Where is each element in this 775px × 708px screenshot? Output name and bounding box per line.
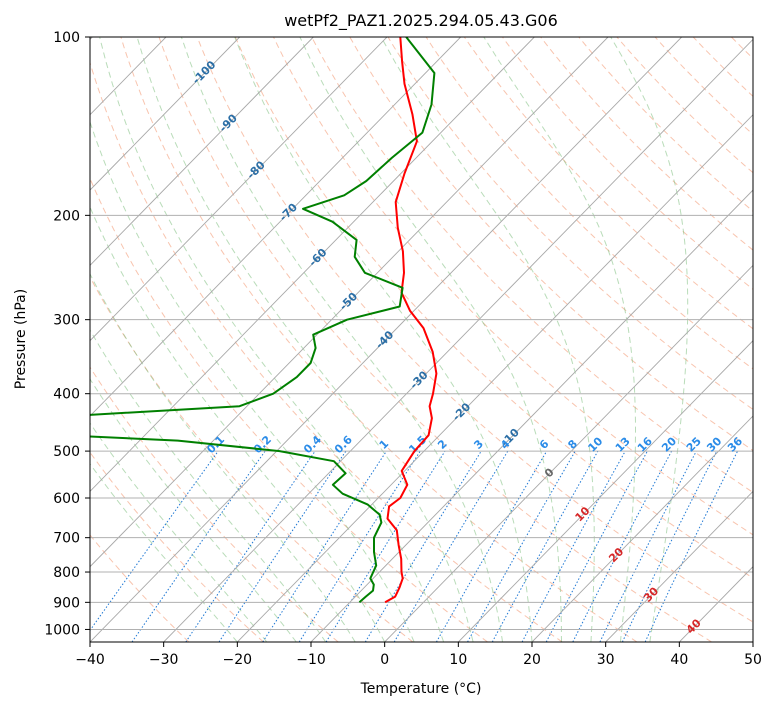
plot-frame [89, 36, 754, 643]
moist-adiabat [90, 120, 415, 642]
isotherm-line [605, 490, 753, 642]
x-tick-label: −30 [149, 652, 179, 668]
mixing-ratio-lines [90, 450, 739, 642]
isotherm-line [90, 37, 462, 417]
isotherm-line [458, 340, 753, 642]
plot-area [90, 37, 753, 642]
temperature-profile [384, 37, 438, 604]
x-tick-label: 50 [744, 652, 762, 668]
isotherm-line [310, 189, 753, 642]
y-tick-label: 700 [53, 531, 80, 547]
mixing-line [298, 450, 421, 642]
x-tick-label: −40 [75, 652, 105, 668]
dry-adiabat [120, 37, 638, 642]
mixing-line [185, 450, 316, 642]
moist-adiabat [380, 37, 595, 642]
mixing-line [467, 450, 576, 642]
moist-adiabat [99, 37, 445, 642]
isotherm-line [531, 415, 753, 642]
y-tick-label: 1000 [44, 622, 80, 638]
moist-adiabat [90, 329, 327, 642]
y-tick-label: 500 [53, 444, 80, 460]
moist-adiabat [483, 37, 636, 642]
mixing-line [90, 450, 219, 632]
dry-adiabat [158, 37, 712, 642]
x-tick-label: 40 [670, 652, 688, 668]
y-tick-label: 400 [53, 387, 80, 403]
profiles [90, 37, 438, 604]
dry-adiabat [90, 451, 264, 642]
moist-adiabat [180, 37, 503, 642]
mixing-line [572, 450, 673, 642]
y-tick-label: 800 [53, 565, 80, 581]
dry-adiabat [578, 37, 753, 212]
y-tick-label: 200 [53, 208, 80, 224]
isotherm-line [90, 37, 314, 267]
mixing-line [218, 450, 347, 642]
dry-adiabat [501, 37, 753, 290]
dry-adiabat [90, 177, 488, 642]
moist-adiabat [90, 462, 238, 642]
x-axis-label: Temperature (°C) [360, 681, 482, 697]
dry-adiabat [311, 37, 753, 493]
y-axis-ticks: 100 200 300 400 500 600 700 800 900 1000 [44, 30, 90, 638]
dry-adiabat [273, 37, 753, 536]
moist-adiabat [90, 272, 356, 642]
y-tick-label: 600 [53, 491, 80, 507]
moist-adiabat [299, 37, 562, 642]
x-tick-label: 0 [380, 652, 389, 668]
mixing-line [644, 450, 739, 642]
dry-adiabat [425, 37, 753, 370]
y-tick-label: 300 [53, 313, 80, 329]
x-tick-label: 10 [449, 652, 467, 668]
moist-adiabat [90, 205, 386, 642]
y-tick-label: 100 [53, 30, 80, 46]
dry-adiabat [90, 276, 414, 642]
moist-adiabat [234, 37, 533, 642]
moist-adiabat [136, 37, 474, 642]
dry-adiabat [616, 37, 753, 174]
y-tick-label: 900 [53, 595, 80, 611]
dry-adiabat [463, 37, 753, 330]
isotherm-line [237, 114, 753, 642]
dewpoint-profile [90, 37, 436, 604]
mixing-line [364, 450, 482, 642]
moist-adiabat [90, 422, 268, 642]
dry-adiabat [234, 37, 753, 579]
mixing-line [521, 450, 626, 642]
isotherm-line [90, 37, 609, 568]
y-axis-label: Pressure (hPa) [13, 289, 29, 389]
mixing-line [545, 450, 648, 642]
mixing-line [325, 450, 446, 642]
isotherm-line [90, 37, 388, 342]
mixing-line [393, 450, 509, 642]
dry-adiabat [90, 61, 563, 642]
x-tick-label: −10 [296, 652, 326, 668]
x-tick-label: 30 [597, 652, 615, 668]
isotherms [90, 37, 753, 642]
isotherm-line [90, 37, 683, 642]
background-lines: -100-90-80-70-60-50-40-30-20-10010203040… [90, 37, 753, 642]
isotherm-line [90, 37, 241, 191]
isobar-gridlines [90, 37, 753, 630]
chart-title: wetPf2_PAZ1.2025.294.05.43.G06 [284, 11, 558, 31]
mixing-line [262, 450, 387, 642]
isotherm-line [163, 38, 753, 642]
isotherm-line [90, 37, 535, 492]
mixing-line [599, 450, 697, 642]
x-tick-label: 20 [523, 652, 541, 668]
dry-adiabat [387, 37, 753, 411]
isotherm-line [384, 264, 753, 642]
x-tick-label: −20 [223, 652, 253, 668]
dry-adiabats [90, 37, 753, 642]
x-axis-ticks: −40 −30 −20 −10 0 10 20 30 40 50 [75, 642, 762, 668]
moist-adiabat [610, 37, 689, 642]
